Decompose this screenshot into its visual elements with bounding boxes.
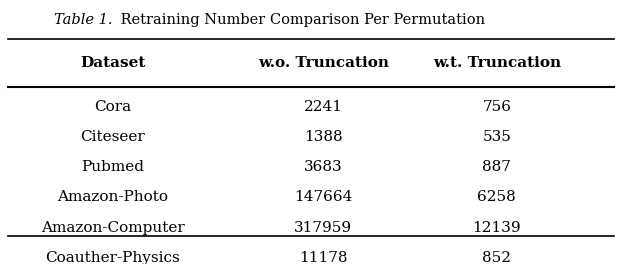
Text: 535: 535: [482, 130, 511, 144]
Text: Retraining Number Comparison Per Permutation: Retraining Number Comparison Per Permuta…: [116, 13, 485, 27]
Text: Table 1.: Table 1.: [54, 13, 113, 27]
Text: 3683: 3683: [304, 160, 343, 174]
Text: 12139: 12139: [473, 221, 521, 235]
Text: 756: 756: [482, 100, 511, 114]
Text: Amazon-Photo: Amazon-Photo: [57, 190, 169, 204]
Text: 852: 852: [482, 251, 511, 264]
Text: Pubmed: Pubmed: [81, 160, 144, 174]
Text: Coauther-Physics: Coauther-Physics: [45, 251, 180, 264]
Text: 6258: 6258: [478, 190, 516, 204]
Text: 317959: 317959: [294, 221, 353, 235]
Text: w.o. Truncation: w.o. Truncation: [258, 56, 389, 70]
Text: 11178: 11178: [299, 251, 348, 264]
Text: 887: 887: [482, 160, 511, 174]
Text: 1388: 1388: [304, 130, 343, 144]
Text: 147664: 147664: [294, 190, 353, 204]
Text: Citeseer: Citeseer: [80, 130, 145, 144]
Text: Dataset: Dataset: [80, 56, 146, 70]
Text: Amazon-Computer: Amazon-Computer: [41, 221, 185, 235]
Text: 2241: 2241: [304, 100, 343, 114]
Text: Cora: Cora: [95, 100, 131, 114]
Text: w.t. Truncation: w.t. Truncation: [433, 56, 561, 70]
